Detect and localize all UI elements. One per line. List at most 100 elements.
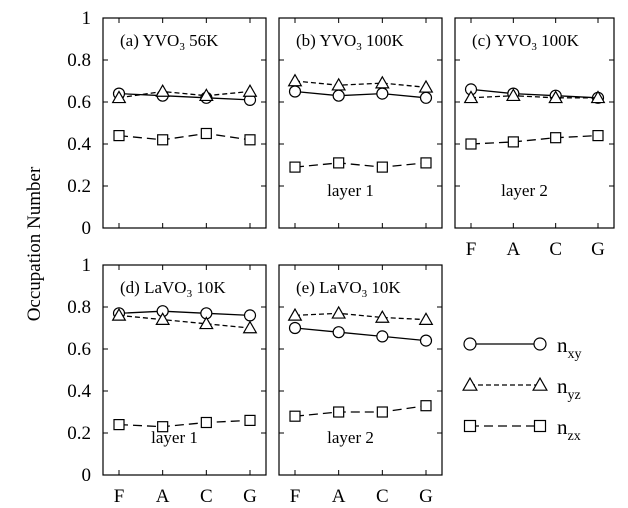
panel-title: (c) YVO3 100K [472, 31, 580, 53]
data-point-n-zx [113, 419, 125, 431]
panel-b: (b) YVO3 100K layer 1 [278, 17, 443, 229]
data-point-n-zx [244, 414, 256, 426]
data-point-n-xy [243, 309, 257, 322]
x-tick-label: F [466, 239, 477, 260]
data-point-n-yz [287, 307, 303, 321]
legend-marker-triangle [532, 376, 548, 391]
data-point-n-xy [288, 321, 302, 335]
data-point-n-zx [113, 130, 125, 142]
data-point-n-xy [419, 91, 433, 104]
data-point-n-zx [333, 157, 345, 169]
y-tick-label: 0.2 [67, 176, 91, 197]
y-tick-label: 0.8 [67, 50, 91, 71]
y-tick-label: 0.2 [67, 423, 91, 444]
series-line-n-xy [294, 90, 427, 99]
y-tick-label: 0.4 [67, 381, 91, 402]
data-point-n-zx [289, 161, 301, 173]
data-point-n-zx [507, 136, 519, 148]
data-point-n-yz [374, 75, 390, 89]
data-point-n-zx [333, 406, 345, 418]
data-point-n-xy [376, 330, 389, 343]
data-point-n-yz [418, 312, 434, 325]
data-point-n-yz [155, 312, 171, 325]
panel-frame [102, 17, 267, 229]
x-tick-label: F [290, 486, 301, 507]
panel-title: (a) YVO3 56K [120, 31, 219, 53]
x-tick-label: G [591, 239, 605, 260]
y-tick-label: 0.4 [67, 134, 91, 155]
data-point-n-zx [376, 406, 388, 418]
data-point-n-yz [198, 316, 214, 330]
series-line-n-yz [118, 90, 251, 99]
series-line-n-yz [118, 314, 251, 329]
series-line-n-zx [294, 405, 427, 417]
data-point-n-zx [420, 157, 432, 169]
data-point-n-zx [244, 134, 256, 146]
y-tick-label: 0.6 [67, 339, 91, 360]
data-point-n-yz [590, 90, 606, 104]
panel-frame [102, 264, 267, 476]
data-point-n-xy [288, 85, 302, 98]
x-tick-label: A [156, 486, 170, 507]
panel-c: F A C G (c) YVO3 100K layer 2 [454, 17, 615, 260]
x-tick-label: G [419, 486, 433, 507]
series-line-n-yz [294, 312, 427, 321]
legend-marker-square [533, 419, 547, 433]
data-point-n-yz [418, 79, 434, 93]
data-point-n-yz [374, 309, 390, 323]
data-point-n-xy [332, 89, 345, 102]
data-point-n-zx [420, 400, 432, 412]
data-point-n-xy [332, 326, 345, 339]
data-point-n-yz [111, 307, 127, 321]
legend-marker-circle [463, 337, 477, 351]
panel-a: 0 0.2 0.4 0.6 0.8 1 (a) YVO3 56K [67, 8, 267, 239]
data-point-n-yz [242, 320, 258, 334]
legend-label: nxy [557, 333, 582, 362]
panel-note: layer 1 [327, 181, 374, 200]
x-tick-label: C [549, 239, 562, 260]
data-point-n-yz [111, 90, 127, 104]
data-point-n-yz [505, 88, 521, 102]
legend-label: nyz [557, 374, 581, 403]
series-line-n-xy [294, 327, 427, 342]
panel-frame [278, 17, 443, 229]
panel-title: (b) YVO3 100K [296, 31, 405, 53]
data-point-n-zx [550, 132, 562, 144]
data-point-n-yz [463, 90, 479, 104]
panel-note: layer 2 [327, 428, 374, 447]
legend-marker-square [463, 419, 477, 433]
data-point-n-zx [465, 138, 477, 150]
y-tick-label: 0 [82, 218, 92, 239]
legend-marker-circle [533, 337, 547, 351]
legend: nxy nyz nzx [462, 333, 582, 444]
series-line-n-xy [470, 88, 599, 99]
panel-d: 0 0.2 0.4 0.6 0.8 1 F A C G (d) LaVO3 10K layer 1 [67, 255, 267, 507]
x-tick-label: C [376, 486, 389, 507]
panel-frame [454, 17, 615, 229]
panel-title: (d) LaVO3 10K [120, 278, 226, 300]
series-line-n-zx [294, 162, 427, 168]
data-point-n-zx [200, 416, 212, 429]
x-tick-label: A [332, 486, 346, 507]
data-point-n-xy [419, 334, 433, 347]
y-axis-label: Occupation Number [24, 166, 45, 321]
legend-marker-triangle [462, 376, 478, 391]
data-point-n-zx [289, 410, 301, 422]
legend-label: nzx [557, 415, 581, 444]
y-tick-label: 1 [82, 255, 92, 276]
x-tick-label: G [243, 486, 257, 507]
data-point-n-zx [592, 130, 604, 142]
panel-note: layer 2 [501, 181, 548, 200]
y-tick-label: 0.8 [67, 297, 91, 318]
data-point-n-yz [548, 90, 564, 104]
data-point-n-zx [200, 127, 212, 140]
series-line-n-yz [470, 95, 598, 99]
series-line-n-xy [118, 310, 251, 317]
x-tick-label: C [200, 486, 213, 507]
series-line-n-zx [118, 419, 251, 428]
panel-note: layer 1 [151, 428, 198, 447]
x-tick-label: F [114, 486, 125, 507]
series-line-n-zx [118, 132, 251, 141]
panel-title: (e) LaVO3 10K [296, 278, 401, 300]
